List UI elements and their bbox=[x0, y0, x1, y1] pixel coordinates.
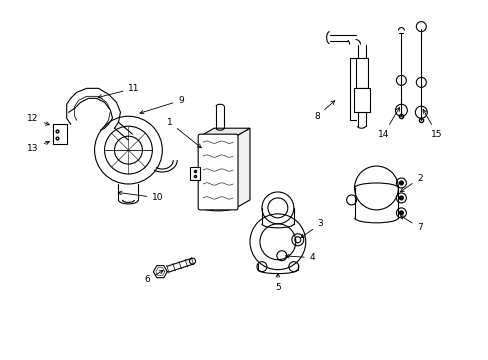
Circle shape bbox=[399, 196, 403, 200]
Text: 13: 13 bbox=[27, 141, 49, 153]
Text: 4: 4 bbox=[285, 253, 315, 262]
Bar bbox=[353, 88, 369, 112]
Polygon shape bbox=[200, 128, 249, 136]
Polygon shape bbox=[190, 167, 200, 180]
Circle shape bbox=[399, 181, 403, 185]
Text: 6: 6 bbox=[144, 270, 163, 284]
Polygon shape bbox=[236, 128, 249, 208]
Text: 9: 9 bbox=[140, 96, 183, 114]
Circle shape bbox=[399, 211, 403, 215]
Text: 15: 15 bbox=[422, 109, 442, 139]
Text: 1: 1 bbox=[166, 118, 201, 148]
Text: 11: 11 bbox=[98, 84, 140, 98]
Text: 10: 10 bbox=[118, 191, 163, 202]
Bar bbox=[355, 58, 367, 88]
Text: 3: 3 bbox=[300, 219, 323, 238]
Text: 14: 14 bbox=[377, 108, 399, 139]
Text: 2: 2 bbox=[400, 174, 422, 192]
Text: 8: 8 bbox=[313, 101, 334, 121]
FancyBboxPatch shape bbox=[198, 134, 238, 210]
Text: 12: 12 bbox=[27, 114, 49, 125]
Bar bbox=[53, 124, 66, 144]
Text: 5: 5 bbox=[274, 273, 280, 292]
Text: 7: 7 bbox=[400, 216, 422, 232]
